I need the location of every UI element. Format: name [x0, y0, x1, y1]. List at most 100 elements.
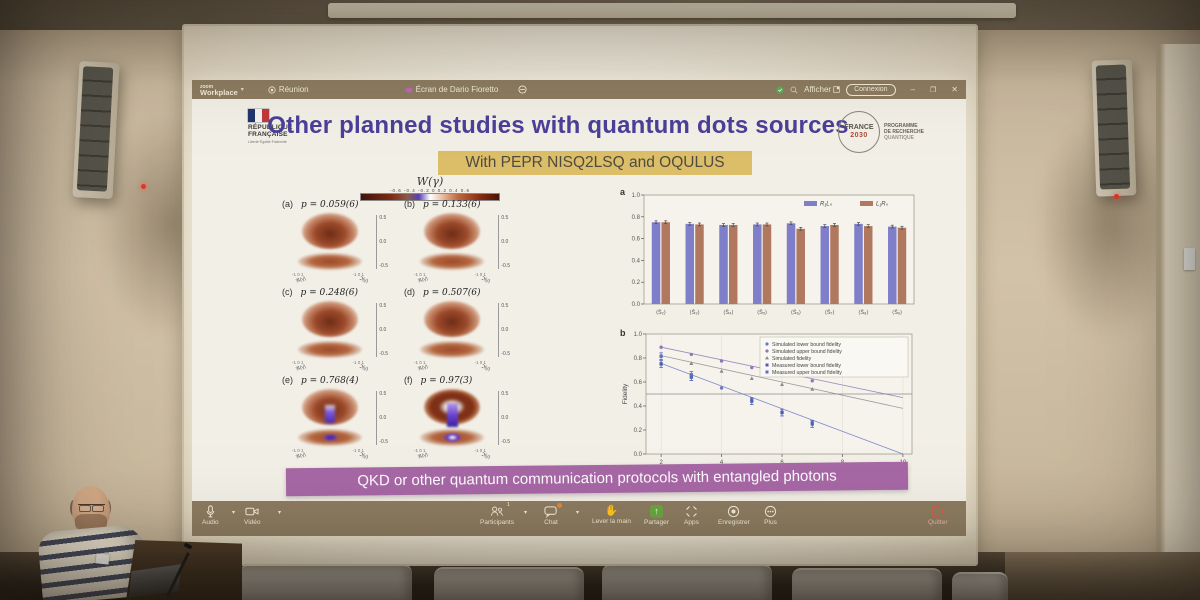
meeting-tab[interactable]: Réunion: [268, 85, 309, 94]
svg-text:⟨Ŝ₅⟩: ⟨Ŝ₅⟩: [757, 309, 767, 316]
wigner-projection: [298, 429, 362, 446]
xy-ticks: -1 0 1: [414, 448, 426, 453]
record-button[interactable]: Enregistrer: [718, 505, 750, 526]
z-axis-ticks: 0.5 0.0 -0.5: [498, 303, 510, 357]
afficher-label: Afficher: [804, 85, 832, 94]
panel-p-value: p = 0.768(4): [301, 376, 359, 386]
chair-back: [240, 564, 412, 600]
republique-francaise-logo: RÉPUBLIQUE FRANÇAISE Liberté·Égalité·Frat…: [248, 109, 320, 144]
panel-label: (e): [282, 375, 293, 385]
apps-label: Apps: [684, 519, 699, 526]
chair-back: [434, 567, 584, 600]
svg-text:0.4: 0.4: [632, 258, 641, 264]
svg-text:1.0: 1.0: [634, 332, 643, 338]
xy-ticks: -1 0 1: [474, 272, 486, 277]
minimize-button[interactable]: –: [910, 85, 916, 94]
video-caret-icon[interactable]: ▾: [278, 510, 282, 516]
magnifier-icon[interactable]: [790, 86, 798, 94]
chat-caret-icon[interactable]: ▾: [576, 510, 580, 516]
pause-share-icon[interactable]: [518, 85, 527, 94]
svg-text:⟨Ŝ₆⟩: ⟨Ŝ₆⟩: [791, 309, 801, 316]
xy-ticks: -1 0 1: [292, 448, 304, 453]
svg-text:Simulated lower bound fidelity: Simulated lower bound fidelity: [772, 342, 841, 348]
svg-text:⟨Ŝ₉⟩: ⟨Ŝ₉⟩: [892, 309, 902, 316]
presentation-slide: RÉPUBLIQUE FRANÇAISE Liberté·Égalité·Frat…: [192, 99, 966, 501]
wigner-3d-plot: 0.5 0.0 -0.5 ℜ(γ) ℑ(γ) -1 0 1 -1 0 1: [408, 387, 512, 461]
wigner-surface: [302, 301, 358, 337]
zoom-window: zoom Workplace ▾ Réunion Écran de Dario …: [192, 80, 966, 536]
afficher-button[interactable]: Afficher: [804, 85, 840, 94]
chair-back: [602, 564, 772, 600]
close-button[interactable]: ✕: [951, 85, 958, 94]
more-icon: [764, 505, 777, 518]
more-button[interactable]: Plus: [764, 505, 777, 526]
app-name: Workplace: [200, 87, 238, 97]
colorbar-gradient: [360, 193, 500, 201]
floor-right: [1005, 552, 1200, 600]
svg-text:2: 2: [659, 460, 663, 466]
wigner-3d-plot: 0.5 0.0 -0.5 ℜ(γ) ℑ(γ) -1 0 1 -1 0 1: [286, 299, 390, 373]
audio-button[interactable]: Audio: [202, 505, 219, 526]
svg-text:0.6: 0.6: [634, 380, 643, 386]
panel-p-value: p = 0.059(6): [301, 200, 359, 210]
video-button[interactable]: Vidéo: [244, 505, 261, 526]
f2030-caption2: DE RECHERCHE: [884, 129, 925, 135]
z-axis-ticks: 0.5 0.0 -0.5: [376, 303, 388, 357]
presenter-glasses: [78, 504, 105, 512]
share-button[interactable]: ↑ Partager: [644, 505, 669, 526]
participants-caret-icon[interactable]: ▾: [524, 510, 528, 516]
connexion-button[interactable]: Connexion: [846, 83, 896, 96]
audio-label: Audio: [202, 519, 219, 526]
microphone-icon: [206, 505, 215, 518]
projector-screen-housing: [328, 3, 1016, 18]
svg-text:0.2: 0.2: [632, 280, 641, 286]
speaker-grill: [76, 66, 114, 192]
shared-screen-indicator[interactable]: Écran de Dario Fioretto: [405, 85, 499, 94]
camera-icon: [245, 507, 259, 516]
wigner-surface: [302, 213, 358, 249]
rf-line2: FRANÇAISE: [248, 131, 288, 138]
rf-line1: RÉPUBLIQUE: [248, 124, 293, 131]
stabilizer-bar-chart: a 0.0 0.2 0.4 0.6 0.8 1.0 ⟨Ŝ₂⟩ ⟨Ŝ₃⟩ ⟨Ŝ₄⟩ ⟨Ŝ₅⟩ ⟨Ŝ₆⟩ ⟨…: [620, 187, 915, 316]
panel-p-value: p = 0.248(6): [300, 288, 359, 298]
svg-text:Simulated upper bound fidelity: Simulated upper bound fidelity: [772, 349, 842, 355]
svg-text:Fidelity: Fidelity: [622, 383, 629, 404]
record-icon: [728, 505, 740, 518]
restore-button[interactable]: ❐: [930, 86, 937, 94]
xy-ticks: -1 0 1: [352, 360, 364, 365]
xy-ticks: -1 0 1: [414, 360, 426, 365]
wigner-projection: [298, 341, 362, 358]
leave-button[interactable]: Quitter: [928, 505, 948, 526]
share-label: Partager: [644, 519, 669, 526]
svg-text:⟨Ŝ₃⟩: ⟨Ŝ₃⟩: [690, 309, 700, 316]
audio-caret-icon[interactable]: ▾: [232, 510, 236, 516]
raise-hand-label: Lever la main: [592, 518, 632, 525]
chevron-down-icon[interactable]: ▾: [240, 87, 244, 93]
wall-sign: [1184, 248, 1195, 270]
wigner-projection: [420, 253, 484, 270]
shared-screen-label: Écran de Dario Fioretto: [415, 85, 499, 94]
leave-icon: [932, 506, 945, 517]
participants-icon: [490, 506, 503, 516]
apps-icon: [686, 506, 697, 517]
f2030-caption3: QUANTIQUE: [884, 135, 914, 141]
svg-text:Measured lower bound fidelity: Measured lower bound fidelity: [772, 363, 841, 369]
wigner-colorbar: W(γ) -0.6 -0.4 -0.2 0 0.2 0.4 0.6: [358, 175, 502, 201]
z-axis-ticks: 0.5 0.0 -0.5: [498, 391, 510, 445]
chat-button[interactable]: Chat: [544, 503, 562, 526]
rf-motto: Liberté·Égalité·Fraternité: [248, 140, 287, 144]
chair-back: [792, 568, 942, 600]
apps-button[interactable]: Apps: [684, 505, 699, 526]
panel-p-value: p = 0.507(6): [423, 288, 481, 298]
security-shield-icon[interactable]: [776, 85, 784, 94]
participants-button[interactable]: 1 Participants: [480, 502, 514, 526]
wigner-panel-b: (b) p = 0.133(6) 0.5 0.0 -0.5 ℜ(γ) ℑ(γ) -1 0 1-…: [402, 199, 524, 287]
chair-back: [952, 572, 1008, 600]
raise-hand-button[interactable]: ✋ Lever la main: [592, 505, 631, 525]
xy-ticks: -1 0 1: [352, 448, 364, 453]
france-2030-circle: FRANCE 2030: [838, 111, 880, 153]
projection-screen: zoom Workplace ▾ Réunion Écran de Dario …: [182, 24, 978, 566]
speaker-grill: [1095, 64, 1131, 190]
